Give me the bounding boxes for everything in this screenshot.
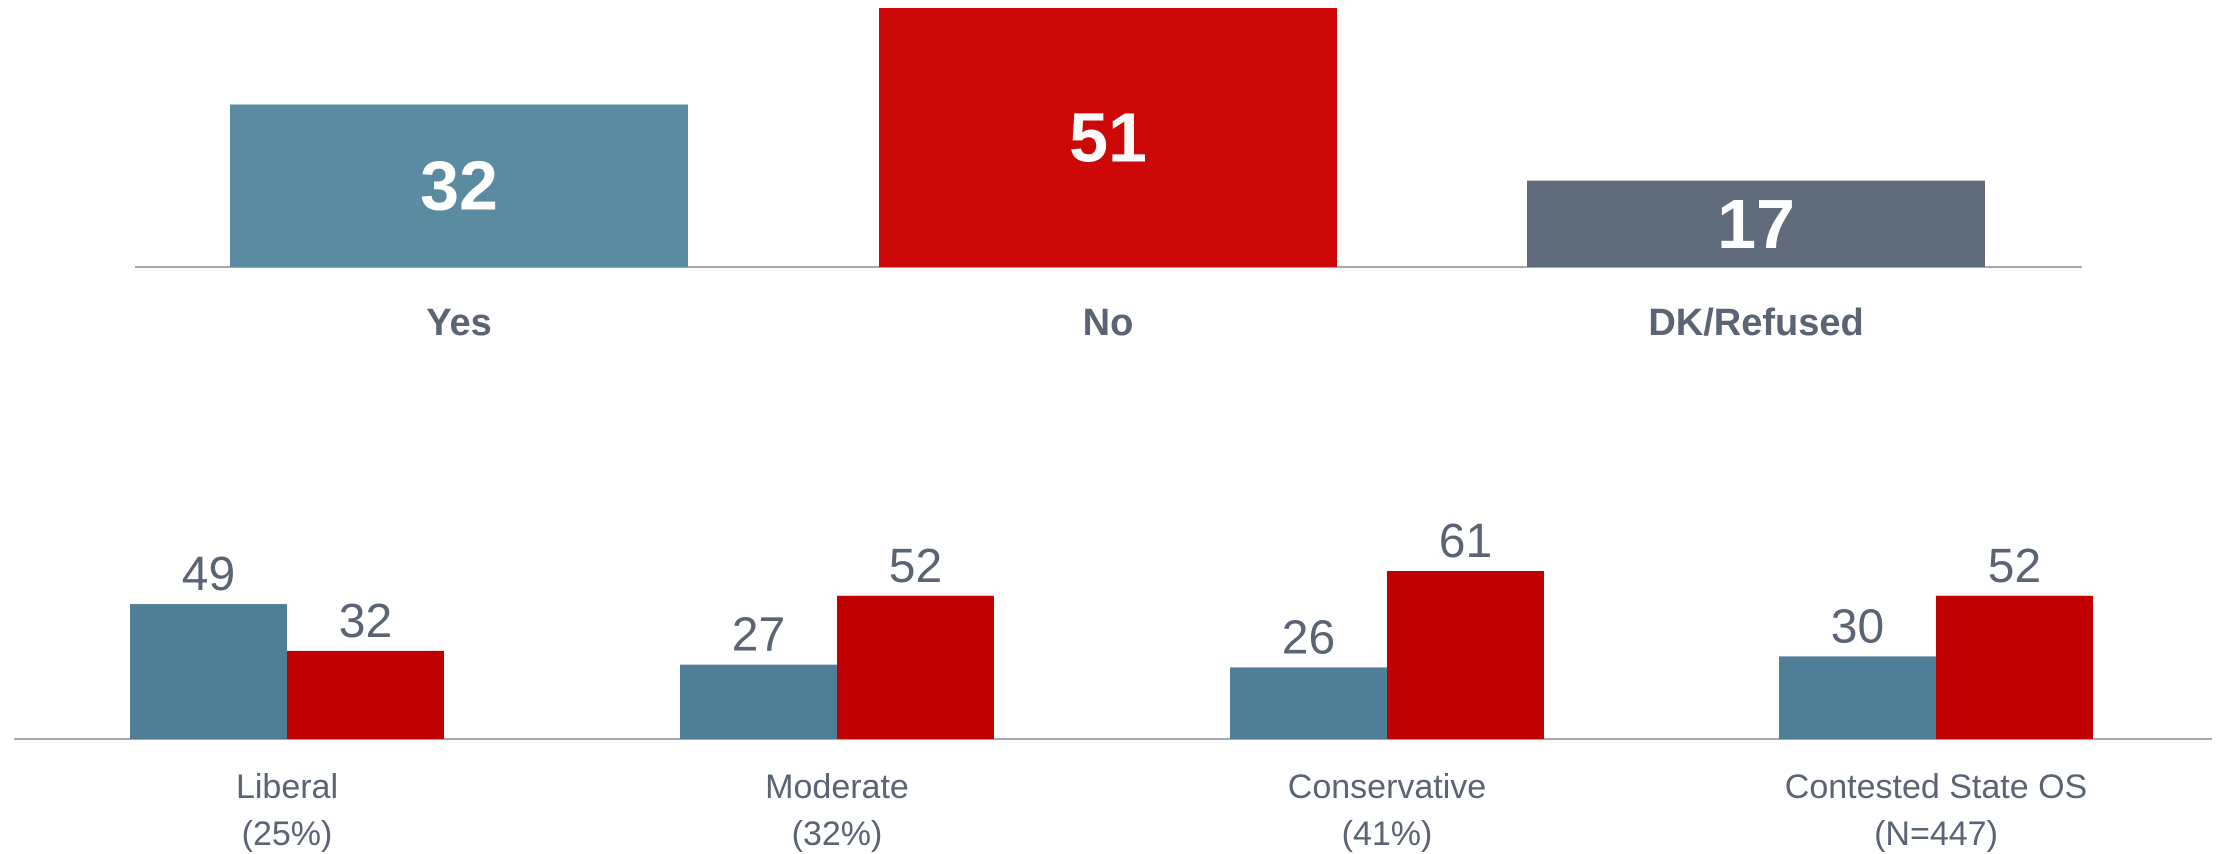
- data-label: 52: [1988, 540, 2041, 593]
- bar-series-1: [130, 604, 287, 739]
- bar-series-2: [1387, 571, 1544, 739]
- category-label: Yes: [426, 302, 492, 344]
- bar-no: [879, 8, 1337, 267]
- category-label: Moderate: [765, 768, 909, 806]
- data-label: 17: [1717, 185, 1795, 263]
- data-label: 32: [420, 147, 498, 225]
- bar-series-1: [1230, 667, 1387, 739]
- category-label: Conservative: [1288, 768, 1486, 806]
- data-label: 61: [1439, 515, 1492, 568]
- category-label: DK/Refused: [1648, 302, 1863, 344]
- data-label: 52: [889, 540, 942, 593]
- category-sublabel: (32%): [792, 815, 883, 853]
- bottom-chart: 49 32 Liberal (25%) 27 52 Moderate (32%) 26 61 Con…: [14, 515, 2212, 853]
- data-label: 49: [182, 548, 235, 601]
- data-label: 32: [339, 595, 392, 648]
- data-label: 26: [1282, 611, 1335, 664]
- bar-series-1: [680, 664, 837, 739]
- bar-yes: [230, 104, 688, 267]
- category-sublabel: (41%): [1342, 815, 1433, 853]
- category-label: No: [1083, 302, 1134, 344]
- category-sublabel: (25%): [242, 815, 333, 853]
- bar-series-2: [1936, 595, 2093, 739]
- bar-series-2: [837, 595, 994, 739]
- category-sublabel: (N=447): [1874, 815, 1998, 853]
- data-label: 30: [1831, 600, 1884, 653]
- bar-series-2: [287, 650, 444, 739]
- data-label: 51: [1069, 99, 1147, 177]
- top-chart: 32 Yes 51 No 17 DK/Refused: [135, 8, 2082, 344]
- bar-series-1: [1779, 656, 1936, 739]
- data-label: 27: [732, 609, 785, 662]
- category-label: Liberal: [236, 768, 338, 806]
- bar-dk-refused: [1527, 180, 1985, 267]
- category-label: Contested State OS: [1785, 768, 2087, 806]
